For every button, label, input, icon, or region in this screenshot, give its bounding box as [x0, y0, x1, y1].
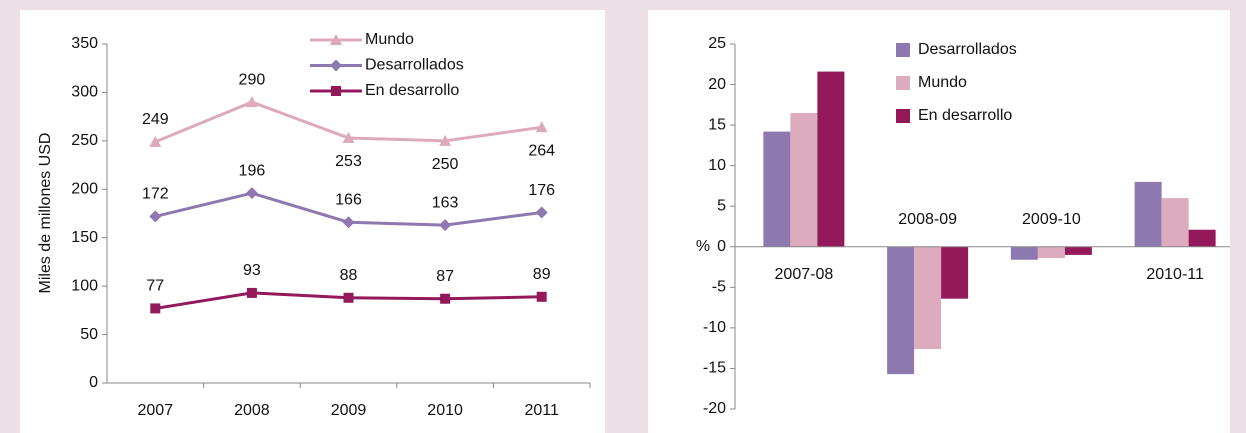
- marker: [535, 206, 548, 219]
- marker: [246, 287, 257, 298]
- legend-label: Desarrollados: [918, 41, 1017, 58]
- data-label: 290: [239, 71, 266, 88]
- bar: [763, 131, 791, 247]
- bar: [817, 71, 845, 247]
- legend-swatch: [896, 43, 910, 57]
- data-label: 93: [243, 262, 261, 279]
- y-tick-label: 5: [717, 197, 726, 214]
- legend-label: Mundo: [365, 31, 414, 48]
- x-tick-label: 2007: [138, 402, 174, 419]
- marker: [440, 293, 451, 304]
- y-tick-label: 0: [717, 238, 726, 255]
- data-label: 253: [335, 153, 362, 170]
- legend-label: Desarrollados: [365, 57, 464, 74]
- x-tick-label: 2009: [331, 402, 367, 419]
- bar: [1134, 181, 1162, 247]
- marker: [536, 291, 547, 302]
- y-tick-label: -10: [703, 319, 726, 336]
- bar: [1037, 246, 1065, 259]
- y-tick-label: 50: [80, 326, 98, 343]
- data-label: 172: [142, 186, 169, 203]
- y-tick-label: 0: [89, 374, 98, 391]
- data-label: 163: [432, 194, 459, 211]
- y-tick-label: 20: [708, 76, 726, 93]
- marker: [343, 292, 354, 303]
- y-tick-label: 350: [71, 35, 98, 52]
- x-tick-label: 2009-10: [1022, 211, 1081, 228]
- y-axis-label: Miles de millones USD: [37, 133, 54, 294]
- marker: [245, 96, 258, 108]
- data-label: 77: [146, 278, 164, 295]
- x-tick-label: 2010-11: [1146, 266, 1204, 283]
- bar: [1161, 198, 1189, 247]
- marker: [150, 303, 161, 314]
- bar: [887, 246, 915, 375]
- y-tick-label: -20: [703, 400, 726, 417]
- data-label: 89: [533, 266, 551, 283]
- y-axis-label: %: [696, 238, 710, 255]
- legend-label: Mundo: [918, 74, 967, 91]
- legend-swatch: [896, 76, 910, 90]
- x-tick-label: 2007-08: [775, 266, 834, 283]
- y-tick-label: 15: [708, 116, 726, 133]
- right-panel: [648, 10, 1230, 433]
- marker: [149, 210, 162, 223]
- y-tick-label: 25: [708, 35, 726, 52]
- x-tick-label: 2008-09: [898, 211, 957, 228]
- bar: [1010, 246, 1038, 260]
- y-tick-label: -5: [712, 279, 726, 296]
- marker: [439, 134, 452, 146]
- y-tick-label: 100: [71, 277, 98, 294]
- marker: [149, 135, 162, 147]
- y-tick-label: 300: [71, 84, 98, 101]
- legend-label: En desarrollo: [365, 82, 459, 99]
- data-label: 264: [528, 143, 555, 160]
- legend-label: En desarrollo: [918, 107, 1012, 124]
- legend-swatch: [896, 109, 910, 123]
- bar: [1188, 229, 1216, 247]
- data-label: 166: [335, 191, 362, 208]
- data-label: 250: [432, 156, 459, 173]
- marker: [245, 187, 258, 200]
- x-tick-label: 2011: [524, 402, 559, 419]
- y-tick-label: 250: [71, 132, 98, 149]
- x-tick-label: 2010: [427, 402, 463, 419]
- bar: [941, 246, 969, 299]
- left-panel: [20, 10, 605, 433]
- marker: [330, 59, 342, 72]
- y-tick-label: 10: [708, 157, 726, 174]
- bar: [790, 112, 818, 247]
- data-label: 87: [436, 268, 454, 285]
- data-label: 176: [528, 182, 555, 199]
- marker: [331, 86, 341, 96]
- x-tick-label: 2008: [234, 402, 270, 419]
- y-tick-label: 150: [71, 229, 98, 246]
- y-tick-label: -15: [703, 360, 726, 377]
- marker: [535, 121, 548, 133]
- data-label: 196: [239, 162, 266, 179]
- bar: [1064, 246, 1092, 255]
- marker: [439, 219, 452, 232]
- marker: [342, 131, 355, 143]
- y-tick-label: 200: [71, 181, 98, 198]
- marker: [342, 216, 355, 229]
- data-label: 249: [142, 111, 169, 128]
- data-label: 88: [340, 267, 358, 284]
- bar: [914, 246, 942, 349]
- marker: [330, 34, 342, 45]
